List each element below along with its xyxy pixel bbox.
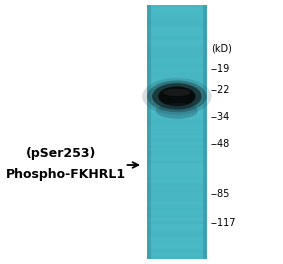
Bar <box>147 237 207 240</box>
Bar <box>147 15 207 18</box>
Text: --48: --48 <box>211 139 230 149</box>
Bar <box>147 110 207 113</box>
Bar <box>147 256 207 259</box>
Text: --117: --117 <box>211 218 236 228</box>
Bar <box>147 21 207 24</box>
Bar <box>147 5 207 259</box>
Bar <box>147 40 207 43</box>
Bar <box>147 189 207 192</box>
Bar <box>147 186 207 189</box>
Bar <box>147 97 207 100</box>
Bar <box>147 227 207 230</box>
Bar <box>147 202 207 205</box>
Bar <box>147 180 207 183</box>
Bar <box>147 145 207 148</box>
Bar <box>147 50 207 53</box>
Bar <box>147 78 207 81</box>
Bar <box>147 91 207 94</box>
Bar <box>147 107 207 110</box>
Ellipse shape <box>142 78 211 115</box>
Bar <box>147 164 207 167</box>
Ellipse shape <box>163 89 190 96</box>
Bar <box>147 148 207 151</box>
Bar <box>147 142 207 145</box>
Bar <box>147 208 207 211</box>
Bar <box>147 113 207 116</box>
Bar <box>147 8 207 12</box>
Ellipse shape <box>152 83 201 110</box>
Text: --19: --19 <box>211 64 230 74</box>
Bar <box>147 18 207 21</box>
Bar <box>147 205 207 208</box>
Text: --22: --22 <box>211 85 230 95</box>
Bar <box>147 173 207 176</box>
Bar <box>147 103 207 107</box>
Bar <box>147 84 207 88</box>
Ellipse shape <box>147 81 207 112</box>
Bar <box>147 132 207 135</box>
Bar <box>147 69 207 72</box>
Bar <box>147 157 207 161</box>
Bar <box>147 252 207 256</box>
Bar <box>147 170 207 173</box>
Text: --34: --34 <box>211 112 230 122</box>
Ellipse shape <box>156 103 198 119</box>
Bar <box>147 75 207 78</box>
Bar <box>147 88 207 91</box>
Bar <box>147 81 207 84</box>
Bar <box>147 230 207 233</box>
Bar <box>147 183 207 186</box>
Bar <box>147 59 207 62</box>
Bar <box>147 43 207 46</box>
Bar <box>147 12 207 15</box>
Text: --85: --85 <box>211 189 230 199</box>
Bar <box>147 94 207 97</box>
Bar <box>147 176 207 180</box>
Bar <box>147 161 207 164</box>
Bar <box>147 31 207 34</box>
Bar <box>147 249 207 252</box>
Bar <box>147 56 207 59</box>
Bar <box>147 62 207 65</box>
Text: (pSer253): (pSer253) <box>25 147 96 160</box>
Bar <box>147 138 207 142</box>
Bar <box>147 246 207 249</box>
Bar <box>147 24 207 27</box>
Bar <box>147 154 207 157</box>
Bar <box>147 37 207 40</box>
Bar <box>147 199 207 202</box>
Bar <box>147 195 207 199</box>
Bar <box>147 53 207 56</box>
Bar <box>203 5 207 259</box>
Bar <box>147 233 207 237</box>
Bar <box>147 240 207 243</box>
Bar <box>147 72 207 75</box>
Bar <box>147 224 207 227</box>
Bar <box>147 100 207 103</box>
Bar <box>147 135 207 138</box>
Bar <box>147 126 207 129</box>
Bar <box>147 122 207 126</box>
Bar <box>147 243 207 246</box>
Text: Phospho-FKHRL1: Phospho-FKHRL1 <box>6 168 126 181</box>
Bar <box>147 221 207 224</box>
Bar <box>147 211 207 214</box>
Bar <box>147 116 207 119</box>
Bar <box>147 192 207 195</box>
Text: (kD): (kD) <box>211 44 232 54</box>
Bar <box>147 27 207 31</box>
Bar <box>147 5 151 259</box>
Bar <box>147 129 207 132</box>
Bar <box>147 119 207 122</box>
Ellipse shape <box>158 87 196 106</box>
Bar <box>147 167 207 170</box>
Bar <box>147 46 207 50</box>
Bar <box>147 65 207 69</box>
Bar <box>147 151 207 154</box>
Bar <box>147 214 207 218</box>
Bar <box>147 5 207 8</box>
Bar <box>147 34 207 37</box>
Bar <box>147 218 207 221</box>
